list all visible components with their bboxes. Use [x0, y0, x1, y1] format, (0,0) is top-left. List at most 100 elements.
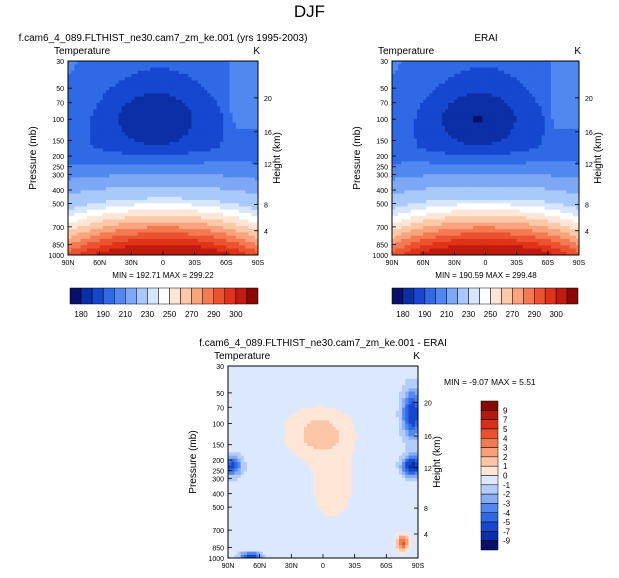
- heatmap-cell: [460, 61, 465, 65]
- heatmap-cell: [410, 193, 415, 198]
- heatmap-cell: [435, 138, 440, 143]
- heatmap-cell: [128, 222, 132, 227]
- heatmap-cell: [74, 235, 78, 240]
- heatmap-cell: [410, 177, 415, 182]
- heatmap-cell: [106, 138, 110, 143]
- heatmap-cell: [156, 203, 161, 207]
- heatmap-cell: [413, 64, 418, 68]
- heatmap-cell: [401, 187, 405, 191]
- heatmap-cell: [125, 80, 129, 85]
- heatmap-cell: [128, 61, 132, 65]
- heatmap-cell: [96, 203, 101, 207]
- heatmap-cell: [128, 245, 132, 249]
- heatmap-cell: [448, 70, 452, 75]
- heatmap-cell: [90, 141, 94, 146]
- heatmap-cell: [169, 209, 173, 214]
- heatmap-cell: [239, 135, 243, 139]
- heatmap-cell: [207, 196, 211, 201]
- heatmap-cell: [182, 93, 186, 97]
- heatmap-cell: [71, 225, 75, 230]
- heatmap-cell: [134, 242, 139, 246]
- heatmap-cell: [118, 174, 123, 178]
- heatmap-cell: [223, 206, 227, 211]
- heatmap-cell: [242, 245, 246, 249]
- heatmap-cell: [404, 209, 408, 214]
- heatmap-cell: [216, 158, 221, 162]
- heatmap-cell: [163, 158, 167, 162]
- heatmap-cell: [438, 99, 443, 104]
- heatmap-cell: [432, 125, 437, 130]
- heatmap-cell: [460, 238, 465, 243]
- heatmap-cell: [71, 103, 75, 107]
- heatmap-cell: [102, 90, 107, 94]
- heatmap-cell: [191, 190, 196, 194]
- heatmap-cell: [416, 135, 421, 139]
- heatmap-cell: [460, 222, 465, 227]
- heatmap-cell: [137, 174, 142, 178]
- heatmap-cell: [87, 106, 91, 110]
- heatmap-cell: [169, 219, 173, 224]
- heatmap-cell: [137, 229, 142, 233]
- heatmap-cell: [125, 138, 129, 143]
- heatmap-cell: [416, 229, 421, 233]
- heatmap-cell: [448, 103, 452, 107]
- heatmap-cell: [99, 238, 104, 243]
- heatmap-cell: [99, 70, 104, 75]
- heatmap-cell: [109, 154, 113, 159]
- heatmap-cell: [194, 106, 199, 110]
- heatmap-cell: [248, 196, 253, 201]
- heatmap-cell: [410, 132, 415, 136]
- heatmap-cell: [426, 148, 430, 152]
- heatmap-cell: [413, 109, 418, 114]
- heatmap-cell: [144, 203, 148, 207]
- heatmap-cell: [429, 77, 433, 81]
- heatmap-cell: [121, 180, 126, 185]
- heatmap-cell: [93, 190, 97, 194]
- heatmap-cell: [216, 164, 221, 169]
- heatmap-cell: [395, 61, 399, 65]
- heatmap-cell: [223, 115, 227, 120]
- heatmap-cell: [102, 125, 107, 130]
- heatmap-cell: [87, 245, 91, 249]
- heatmap-cell: [118, 167, 123, 172]
- heatmap-cell: [398, 229, 402, 233]
- heatmap-cell: [220, 200, 224, 204]
- heatmap-cell: [438, 122, 443, 127]
- heatmap-cell: [444, 141, 449, 146]
- heatmap-cell: [125, 203, 129, 207]
- heatmap-cell: [188, 119, 192, 123]
- heatmap-cell: [153, 219, 158, 224]
- heatmap-cell: [106, 193, 110, 198]
- heatmap-cell: [74, 219, 78, 224]
- heatmap-cell: [426, 177, 430, 182]
- heatmap-cell: [93, 77, 97, 81]
- heatmap-cell: [223, 154, 227, 159]
- heatmap-cell: [178, 200, 183, 204]
- heatmap-cell: [185, 251, 189, 256]
- heatmap-cell: [140, 122, 145, 127]
- heatmap-cell: [169, 222, 173, 227]
- heatmap-cell: [166, 225, 170, 230]
- heatmap-cell: [407, 242, 412, 246]
- heatmap-cell: [128, 225, 132, 230]
- heatmap-cell: [191, 67, 196, 72]
- heatmap-cell: [216, 190, 221, 194]
- heatmap-cell: [426, 164, 430, 169]
- heatmap-cell: [125, 187, 129, 191]
- heatmap-cell: [71, 148, 75, 152]
- heatmap-cell: [426, 70, 430, 75]
- heatmap-cell: [410, 67, 415, 72]
- heatmap-cell: [407, 106, 412, 110]
- heatmap-cell: [121, 170, 126, 175]
- heatmap-cell: [125, 209, 129, 214]
- heatmap-cell: [213, 112, 218, 117]
- heatmap-cell: [159, 193, 164, 198]
- heatmap-cell: [102, 235, 107, 240]
- heatmap-cell: [77, 151, 82, 156]
- heatmap-cell: [429, 115, 433, 120]
- heatmap-cell: [121, 193, 126, 198]
- heatmap-cell: [413, 70, 418, 75]
- heatmap-cell: [435, 196, 440, 201]
- heatmap-cell: [201, 251, 205, 256]
- heatmap-cell: [220, 154, 224, 159]
